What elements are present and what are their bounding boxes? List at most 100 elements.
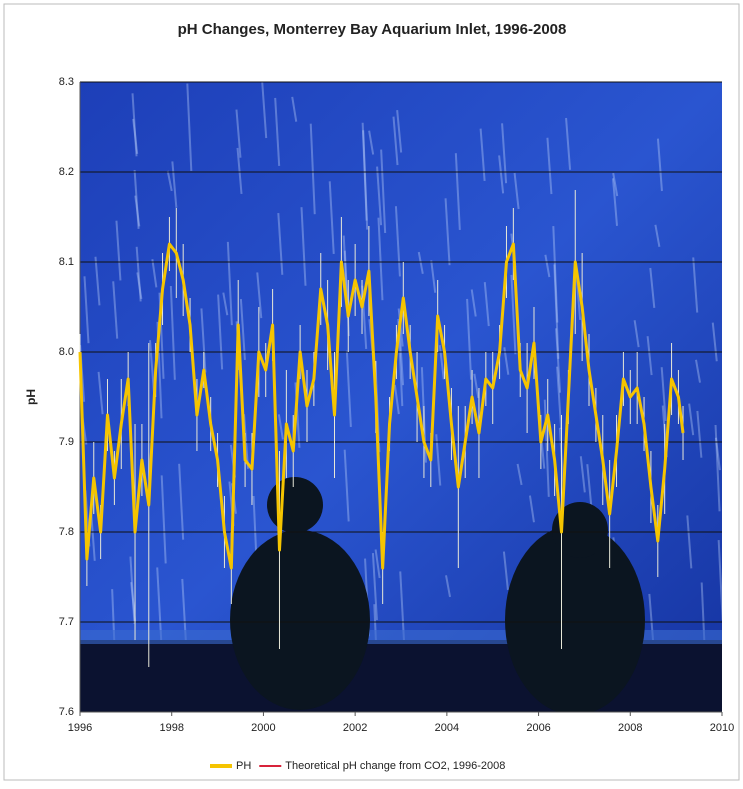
streak <box>380 149 387 234</box>
streak <box>160 475 167 564</box>
streak <box>543 399 550 497</box>
streak <box>376 166 383 226</box>
streak <box>328 181 335 254</box>
streak <box>714 424 721 512</box>
streak <box>151 259 158 288</box>
y-tick-label: 7.7 <box>59 616 74 628</box>
streak <box>236 147 243 195</box>
streak <box>97 371 104 415</box>
streak <box>454 153 461 230</box>
streak <box>136 272 143 300</box>
streak <box>200 308 207 373</box>
streak <box>309 123 316 215</box>
y-axis-label: pH <box>24 389 38 405</box>
y-tick-label: 8.2 <box>59 166 74 178</box>
streak <box>115 220 122 281</box>
y-tick-label: 8.3 <box>59 76 74 88</box>
streak <box>256 272 263 319</box>
streak <box>130 582 137 622</box>
streak <box>417 251 424 274</box>
streak <box>633 320 640 348</box>
streak <box>112 281 119 339</box>
streak <box>135 246 142 302</box>
streak <box>291 96 298 122</box>
streak <box>235 109 242 158</box>
legend-label: PH <box>236 760 251 772</box>
streak <box>435 434 442 486</box>
streak <box>131 93 138 157</box>
streak <box>171 161 178 208</box>
streak <box>656 138 663 192</box>
streak <box>646 336 653 376</box>
streak <box>134 195 141 227</box>
streak <box>274 97 281 167</box>
streak <box>473 373 480 399</box>
streak <box>343 449 350 522</box>
streak <box>696 410 703 458</box>
streak <box>393 384 400 415</box>
x-tick-label: 1996 <box>68 722 92 734</box>
streak <box>660 367 667 421</box>
streak <box>695 359 701 383</box>
streak <box>498 155 505 194</box>
streak <box>686 515 693 569</box>
streak <box>132 118 139 154</box>
streak <box>516 463 523 486</box>
streak <box>552 225 559 323</box>
streak <box>586 464 593 507</box>
x-tick-label: 1998 <box>159 722 183 734</box>
streak <box>692 257 699 313</box>
streak <box>394 206 401 277</box>
streak <box>156 567 163 641</box>
x-tick-label: 2008 <box>618 722 642 734</box>
streak <box>501 123 508 184</box>
streak <box>553 264 560 359</box>
legend-label: Theoretical pH change from CO2, 1996-200… <box>285 760 505 772</box>
streak <box>345 350 352 427</box>
streak <box>222 292 229 316</box>
data-line <box>78 242 685 570</box>
streak <box>555 328 562 393</box>
streak <box>368 130 375 155</box>
y-tick-label: 7.8 <box>59 526 74 538</box>
streak <box>502 551 509 591</box>
streak <box>430 260 437 293</box>
streak <box>556 366 563 429</box>
chart-title: pH Changes, Monterrey Bay Aquarium Inlet… <box>178 21 567 38</box>
streak <box>470 289 477 317</box>
streak <box>392 116 399 166</box>
streak <box>654 224 661 247</box>
x-tick-label: 2010 <box>710 722 734 734</box>
x-tick-label: 2006 <box>526 722 550 734</box>
streak <box>466 298 473 380</box>
streak <box>277 212 284 275</box>
streak <box>277 414 284 440</box>
streak <box>300 207 307 286</box>
x-tick-label: 2000 <box>251 722 275 734</box>
streak <box>483 282 490 327</box>
streak <box>513 172 520 210</box>
streak <box>438 345 445 380</box>
streak <box>83 276 90 344</box>
streak <box>565 117 572 170</box>
streak <box>186 83 193 171</box>
streak <box>717 540 722 621</box>
streak <box>579 456 586 493</box>
streak <box>178 463 185 540</box>
streak <box>374 549 381 579</box>
streak <box>612 172 619 197</box>
streak <box>714 437 721 471</box>
y-tick-label: 7.9 <box>59 436 74 448</box>
streak <box>166 170 173 192</box>
streak <box>377 217 384 301</box>
streak <box>688 403 695 436</box>
streak <box>129 556 136 624</box>
x-tick-label: 2004 <box>435 722 459 734</box>
x-tick-label: 2002 <box>343 722 367 734</box>
streak <box>217 294 224 370</box>
streak <box>149 340 156 394</box>
y-tick-label: 8.0 <box>59 346 74 358</box>
y-tick-label: 8.1 <box>59 256 74 268</box>
streak <box>544 254 551 278</box>
